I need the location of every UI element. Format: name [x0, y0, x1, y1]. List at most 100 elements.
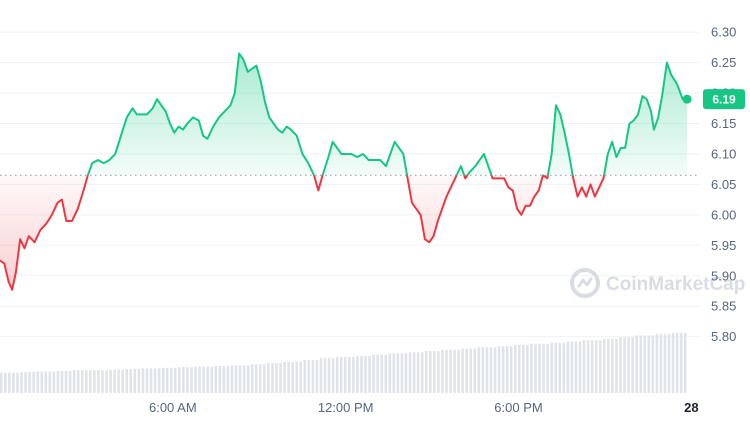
volume-bar	[534, 343, 537, 393]
volume-bar	[246, 365, 250, 393]
volume-bar	[623, 337, 626, 393]
volume-bar	[627, 337, 630, 393]
volume-bar	[97, 370, 100, 393]
volume-bar	[40, 371, 44, 393]
volume-bar	[651, 335, 655, 393]
volume-bar	[113, 369, 116, 393]
volume-bar	[28, 372, 31, 393]
volume-bar	[509, 346, 513, 393]
x-tick-label: 6:00 AM	[149, 400, 197, 415]
volume-bar	[538, 343, 541, 393]
volume-bar	[465, 348, 468, 393]
volume-bar	[667, 334, 671, 393]
volume-bar	[291, 361, 294, 393]
volume-bar	[214, 366, 218, 393]
volume-bar	[24, 372, 27, 393]
volume-bar	[607, 339, 610, 393]
y-tick-label: 6.10	[711, 146, 736, 161]
volume-bar	[603, 339, 606, 393]
volume-bar	[16, 372, 19, 393]
volume-bar	[453, 349, 456, 393]
volume-bar	[161, 367, 165, 393]
volume-bar	[352, 357, 355, 393]
volume-bar	[348, 357, 351, 393]
volume-bar	[513, 345, 517, 393]
watermark: CoinMarketCap	[570, 268, 745, 298]
volume-bar	[594, 340, 598, 393]
volume-bar	[331, 358, 335, 393]
volume-bar	[473, 348, 477, 393]
volume-bar	[631, 337, 634, 393]
volume-bar	[101, 370, 104, 393]
volume-bar	[295, 361, 298, 393]
volume-bar	[590, 340, 594, 393]
volume-bar	[137, 369, 141, 393]
volume-bar	[319, 358, 323, 393]
y-axis: 6.306.256.206.156.106.056.005.955.905.85…	[711, 25, 736, 344]
volume-bar	[80, 370, 84, 393]
volume-bar	[72, 370, 76, 393]
volume-bars	[0, 333, 687, 393]
volume-bar	[445, 349, 448, 393]
volume-bar	[125, 369, 129, 393]
volume-bar	[52, 371, 56, 393]
volume-bar	[275, 363, 278, 393]
y-tick-label: 6.25	[711, 55, 736, 70]
volume-bar	[384, 354, 388, 393]
volume-bar	[76, 370, 80, 393]
volume-bar	[566, 341, 570, 393]
volume-bar	[117, 369, 120, 393]
volume-bar	[683, 333, 687, 393]
volume-bar	[404, 353, 408, 393]
watermark-text: CoinMarketCap	[606, 274, 745, 295]
volume-bar	[505, 346, 509, 393]
volume-bar	[344, 357, 347, 393]
volume-bar	[230, 365, 234, 393]
volume-bar	[530, 343, 533, 393]
volume-bar	[218, 366, 222, 393]
volume-bar	[44, 371, 48, 393]
volume-bar	[554, 342, 557, 393]
volume-bar	[133, 369, 137, 393]
volume-bar	[254, 364, 258, 393]
volume-bar	[307, 360, 311, 393]
volume-bar	[396, 353, 400, 393]
volume-bar	[546, 343, 549, 393]
volume-bar	[250, 364, 254, 393]
volume-bar	[388, 353, 392, 393]
volume-bar	[461, 348, 464, 393]
volume-bar	[194, 366, 197, 393]
volume-bar	[323, 358, 327, 393]
current-price-value: 6.19	[712, 93, 736, 107]
volume-bar	[226, 366, 230, 393]
volume-bar	[56, 370, 60, 393]
volume-bar	[153, 368, 157, 393]
volume-bar	[263, 364, 266, 393]
volume-bar	[210, 366, 213, 393]
volume-bar	[485, 347, 489, 393]
volume-bar	[121, 369, 124, 393]
y-tick-label: 5.95	[711, 238, 736, 253]
volume-bar	[356, 355, 359, 393]
x-tick-label: 12:00 PM	[318, 400, 374, 415]
volume-bar	[586, 340, 590, 393]
volume-bar	[372, 354, 375, 393]
volume-bar	[441, 349, 444, 393]
volume-bar	[416, 352, 420, 393]
volume-bar	[178, 367, 181, 393]
volume-bar	[60, 370, 64, 393]
price-line-down	[0, 175, 606, 291]
volume-bar	[558, 342, 562, 393]
volume-bar	[477, 347, 481, 393]
volume-bar	[368, 355, 371, 393]
volume-bar	[222, 366, 226, 393]
volume-bar	[424, 351, 428, 393]
volume-bar	[299, 361, 303, 393]
volume-bar	[283, 361, 286, 393]
volume-bar	[4, 372, 7, 393]
volume-bar	[675, 333, 679, 393]
y-tick-label: 6.30	[711, 25, 736, 40]
volume-bar	[89, 370, 92, 393]
volume-bar	[493, 347, 497, 393]
